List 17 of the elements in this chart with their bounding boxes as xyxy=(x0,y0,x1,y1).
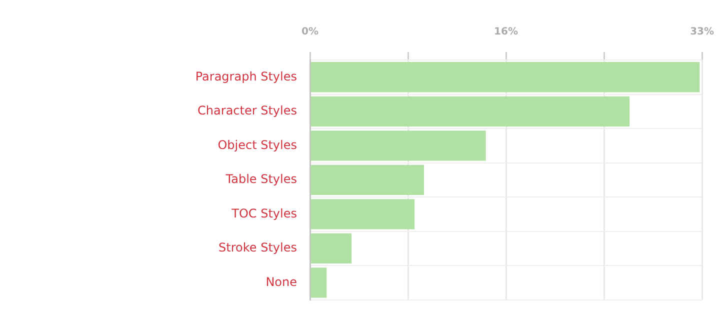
y-tick-label: None xyxy=(266,274,297,289)
bar xyxy=(310,164,424,195)
y-tick-label: Stroke Styles xyxy=(218,240,297,255)
bar xyxy=(310,130,486,161)
bar xyxy=(310,62,700,92)
y-tick-label: Table Styles xyxy=(224,172,297,186)
x-tick-label: 33% xyxy=(690,26,714,38)
y-tick-label: Character Styles xyxy=(198,104,297,118)
y-tick-label: Object Styles xyxy=(218,138,297,152)
x-tick-label: 0% xyxy=(302,26,318,38)
bar xyxy=(310,199,415,230)
x-tick-label: 16% xyxy=(494,26,518,38)
bar xyxy=(310,268,327,298)
bar xyxy=(310,96,630,126)
bar xyxy=(310,233,352,264)
y-tick-label: TOC Styles xyxy=(230,206,297,220)
y-tick-label: Paragraph Styles xyxy=(195,69,297,84)
